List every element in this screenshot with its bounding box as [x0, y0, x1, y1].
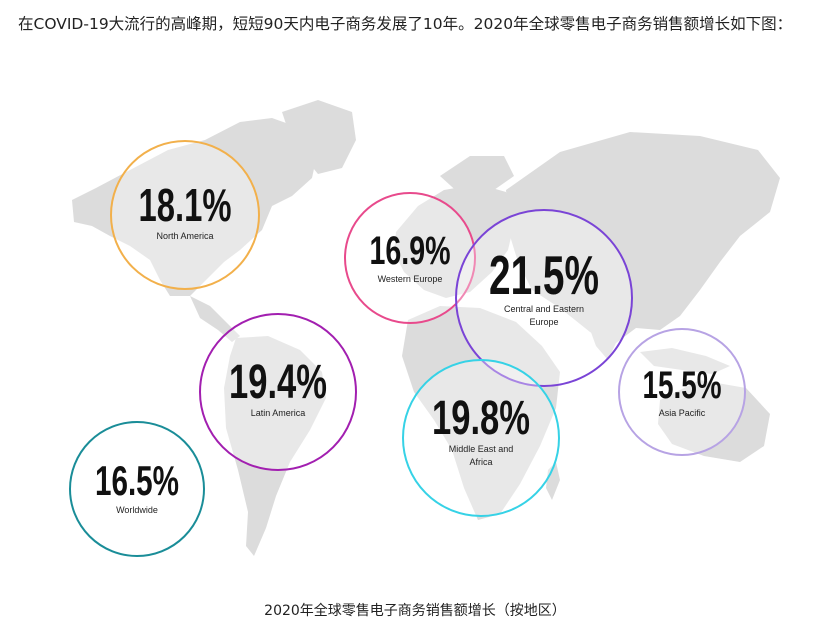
bubble-label: Latin America: [251, 408, 306, 418]
bubble-circle: [402, 359, 560, 517]
land-scandinavia: [440, 156, 514, 196]
bubble-circle: [344, 192, 476, 324]
land-india: [588, 306, 622, 360]
bubble-central-eastern-europe: 21.5%Central and Eastern Europe: [455, 209, 633, 387]
land-africa: [402, 306, 560, 520]
bubble-label: Middle East and: [449, 444, 514, 454]
bubble-label: Africa: [469, 457, 492, 467]
bubble-worldwide: 16.5%Worldwide: [69, 421, 205, 557]
land-asia: [506, 132, 780, 346]
land-madagascar: [546, 462, 560, 500]
land-australia: [658, 380, 770, 462]
bubble-value: 15.5%: [643, 364, 722, 407]
bubble-middle-east-africa: 19.8%Middle East and Africa: [402, 359, 560, 517]
bubble-label: Worldwide: [116, 505, 158, 515]
bubble-value: 16.9%: [370, 229, 451, 273]
bubble-circle: [455, 209, 633, 387]
bubble-western-europe: 16.9%Western Europe: [344, 192, 476, 324]
bubble-value: 19.4%: [229, 356, 327, 409]
bubble-label: Asia Pacific: [659, 408, 706, 418]
land-south-america: [224, 336, 326, 556]
bubble-circle: [618, 328, 746, 456]
bubble-value: 21.5%: [489, 244, 599, 306]
bubble-value: 16.5%: [95, 457, 179, 504]
bubble-latin-america: 19.4%Latin America: [199, 313, 357, 471]
bubble-label: Central and Eastern: [504, 304, 584, 314]
bubble-label: Europe: [529, 317, 558, 327]
bubble-value: 19.8%: [432, 392, 530, 445]
bubble-asia-pacific: 15.5%Asia Pacific: [618, 328, 746, 456]
land-north-america: [72, 118, 318, 296]
region-bubbles: 18.1%North America 16.9%Western Europe 21.…: [69, 140, 746, 557]
land-greenland: [282, 100, 356, 174]
land-europe: [394, 184, 516, 298]
bubble-value: 18.1%: [139, 179, 232, 231]
land-indonesia: [640, 348, 730, 374]
world-map: [72, 100, 780, 556]
bubble-circle: [110, 140, 260, 290]
figure-caption: 2020年全球零售电子商务销售额增长（按地区）: [264, 603, 566, 619]
bubble-label: North America: [156, 231, 213, 241]
bubble-circle: [69, 421, 205, 557]
bubble-north-america: 18.1%North America: [110, 140, 260, 290]
intro-paragraph: 在COVID-19大流行的高峰期，短短90天内电子商务发展了10年。2020年全…: [18, 15, 793, 33]
bubble-circle: [199, 313, 357, 471]
land-central-america: [190, 296, 240, 342]
bubble-label: Western Europe: [378, 274, 443, 284]
